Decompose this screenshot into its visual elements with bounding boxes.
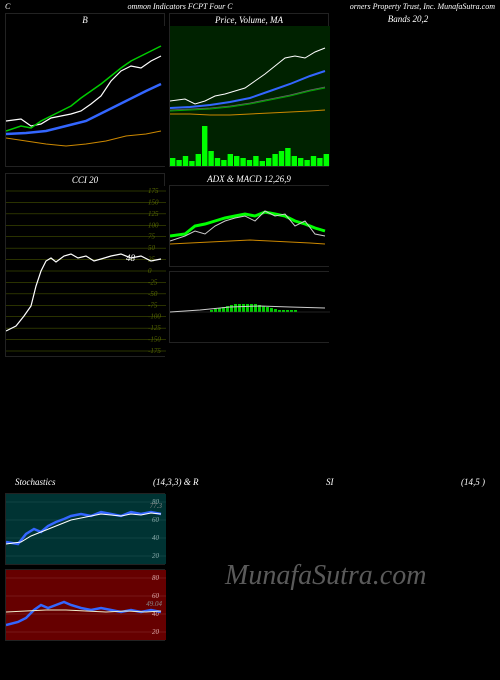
svg-text:-125: -125 xyxy=(148,324,161,332)
header-center: ommon Indicators FCPT Four C xyxy=(127,2,232,11)
header-left: C xyxy=(5,2,10,11)
panel-macd: 27.03, 26.38, 0.65 xyxy=(169,271,329,343)
svg-text:-150: -150 xyxy=(148,336,161,344)
panel-rsi: 80604020 49.04 xyxy=(5,569,165,641)
stoch-value: 77.3 xyxy=(150,502,162,510)
row-1: B Price, Volume, MA Bands 20,2 xyxy=(0,13,500,167)
svg-text:125: 125 xyxy=(148,210,159,218)
panel-adx-macd-group: ADX & MACD 12,26,9 ADX: 0 +DY: 19.05 -DY… xyxy=(169,173,329,357)
svg-text:60: 60 xyxy=(152,516,160,524)
panel-cci-title: CCI 20 xyxy=(6,174,164,186)
panel-cci: CCI 20 1751501251007550250-25-50-75-100-… xyxy=(5,173,165,357)
svg-text:60: 60 xyxy=(152,592,160,600)
svg-text:75: 75 xyxy=(148,233,156,241)
svg-text:80: 80 xyxy=(152,574,160,582)
svg-text:150: 150 xyxy=(148,198,159,206)
svg-text:175: 175 xyxy=(148,187,159,195)
svg-text:-100: -100 xyxy=(148,313,161,321)
svg-text:40: 40 xyxy=(152,534,160,542)
svg-text:100: 100 xyxy=(148,221,159,229)
svg-text:-175: -175 xyxy=(148,347,161,355)
row-3-titles: Stochastics (14,3,3) & R SI (14,5 ) xyxy=(0,477,500,487)
svg-text:0: 0 xyxy=(148,267,152,275)
svg-text:-25: -25 xyxy=(148,278,158,286)
svg-text:-50: -50 xyxy=(148,290,158,298)
svg-text:20: 20 xyxy=(152,552,160,560)
panel-b-title: B xyxy=(6,14,164,26)
panel-price-title: Price, Volume, MA xyxy=(170,14,328,26)
panel-price-volume: Price, Volume, MA xyxy=(169,13,329,167)
panel-bands: Bands 20,2 xyxy=(333,13,483,167)
si-title: SI xyxy=(326,477,334,487)
rsi-value: 49.04 xyxy=(146,600,162,608)
svg-text:50: 50 xyxy=(148,244,156,252)
panel-bands-title: Bands 20,2 xyxy=(333,13,483,25)
svg-text:20: 20 xyxy=(152,628,160,636)
header-right: orners Property Trust, Inc. MunafaSutra.… xyxy=(350,2,495,11)
page-header: C ommon Indicators FCPT Four C orners Pr… xyxy=(0,0,500,13)
svg-text:48: 48 xyxy=(126,253,136,263)
row-3: 80604020 77.3 80604020 49.04 xyxy=(0,493,500,641)
panel-adx: ADX: 0 +DY: 19.05 -DY: 19.05 xyxy=(169,185,329,267)
panel-b-chart: B xyxy=(5,13,165,167)
panel-adx-title: ADX & MACD 12,26,9 xyxy=(169,173,329,185)
stoch-title: Stochastics xyxy=(15,477,56,487)
panel-stoch: 80604020 77.3 xyxy=(5,493,165,565)
si-params: (14,5 ) xyxy=(461,477,485,487)
row-2: CCI 20 1751501251007550250-25-50-75-100-… xyxy=(0,173,500,357)
stoch-params: (14,3,3) & R xyxy=(153,477,199,487)
svg-text:-75: -75 xyxy=(148,301,158,309)
